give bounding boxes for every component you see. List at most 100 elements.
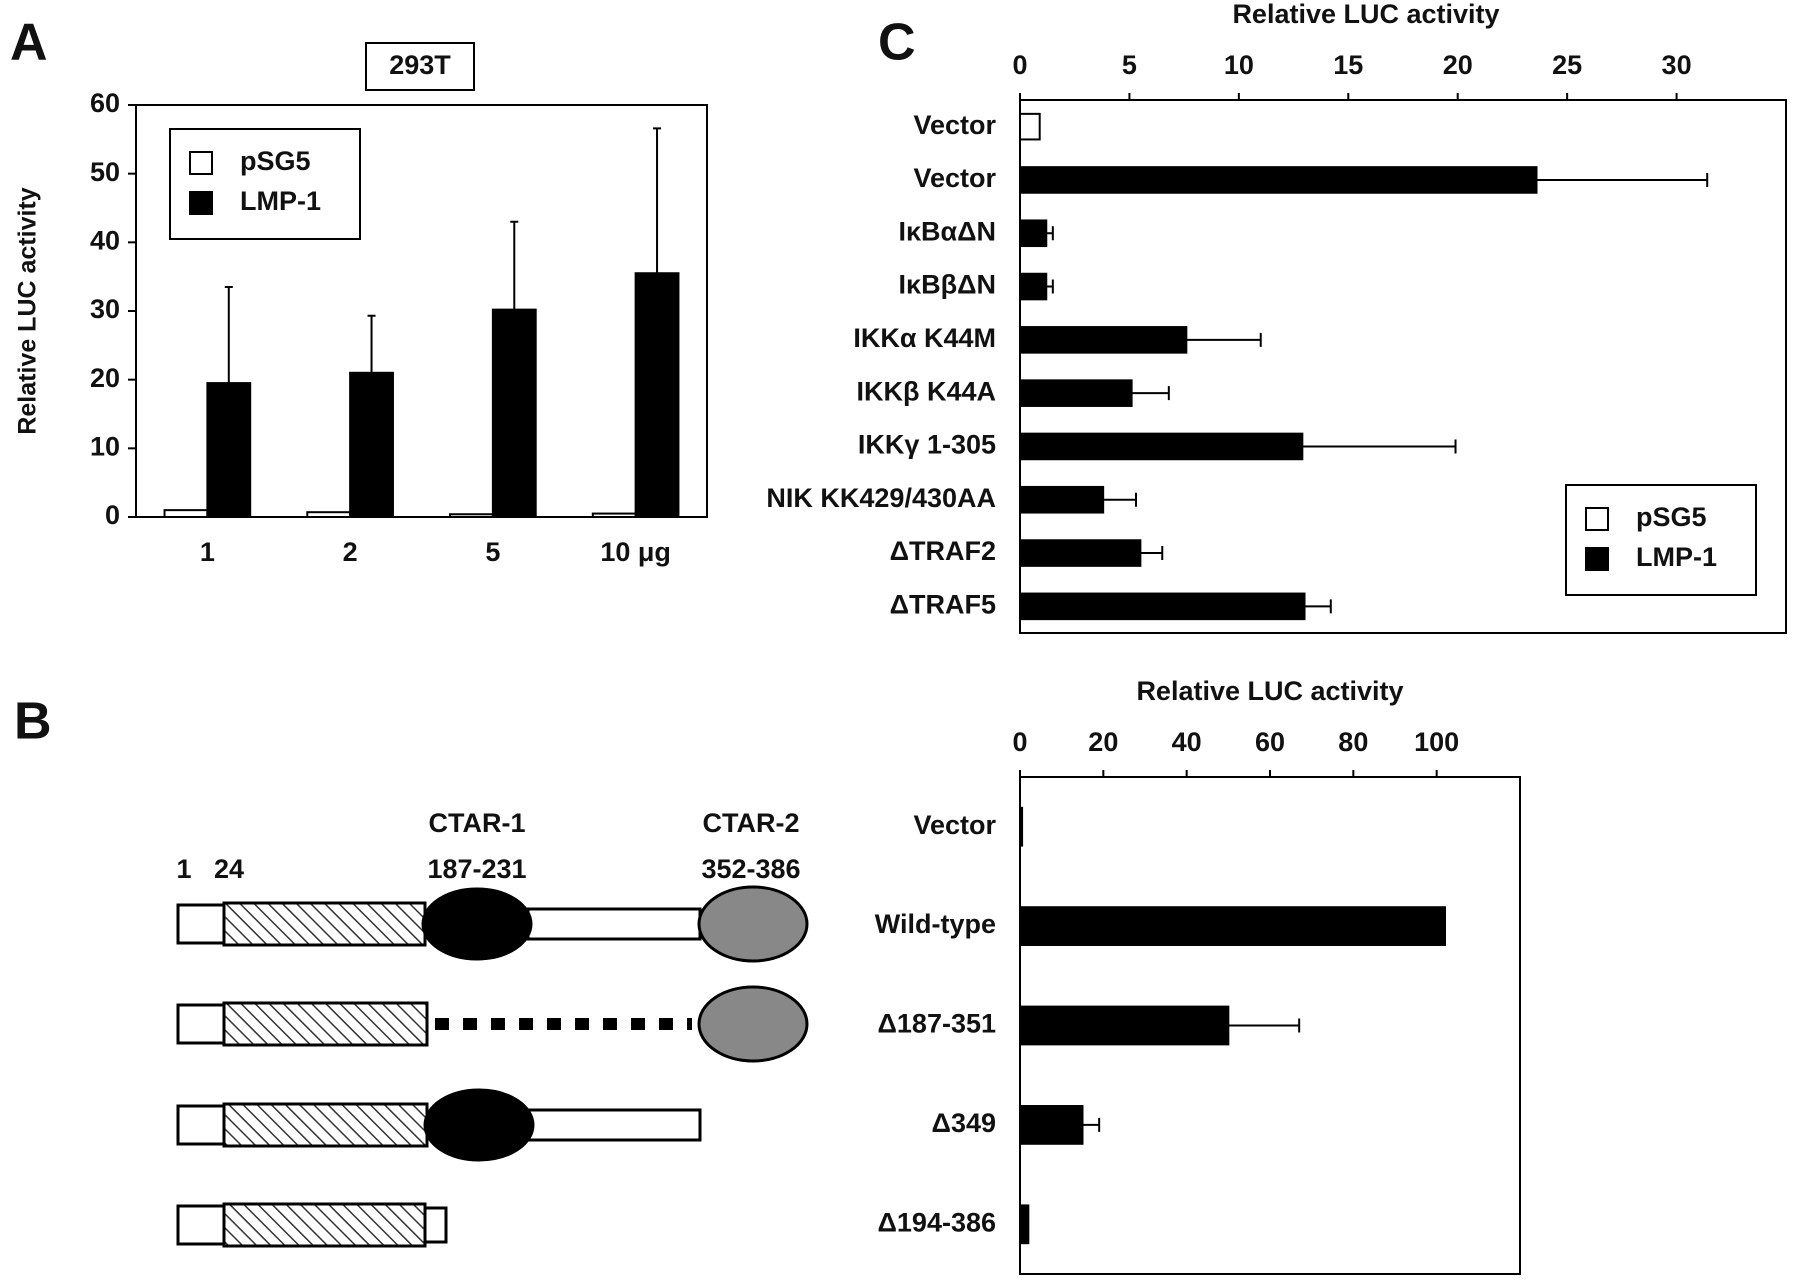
x-tick-label: 15: [1333, 50, 1363, 80]
bar: [1019, 1005, 1230, 1046]
y-tick-label: ΔTRAF2: [890, 536, 996, 566]
legend-swatch: [1585, 507, 1609, 531]
error-bar: [1140, 546, 1164, 561]
y-tick-label: 30: [90, 294, 120, 324]
y-tick-label: IκBαΔN: [898, 216, 996, 246]
y-tick-label: 20: [90, 363, 120, 393]
panel-label: B: [14, 693, 52, 751]
domain: [176, 903, 226, 945]
bar: [1019, 326, 1188, 354]
y-tick-label: Vector: [913, 163, 996, 193]
panel-label: C: [878, 14, 916, 72]
error-bar: [1131, 386, 1170, 401]
domain: [222, 1202, 427, 1248]
error-bar: [1046, 226, 1054, 241]
bar: [634, 272, 680, 518]
error-bar: [224, 285, 233, 384]
x-tick-label: 20: [1088, 727, 1118, 757]
error-bar: [1082, 1117, 1101, 1132]
bar: [1019, 166, 1538, 194]
bar: [1019, 112, 1041, 141]
error-bar: [510, 220, 519, 310]
error-bar: [1304, 599, 1332, 614]
bar: [1019, 806, 1024, 847]
y-tick-label: NIK KK429/430AA: [766, 483, 996, 513]
bar: [1019, 379, 1133, 407]
bar: [1019, 219, 1048, 248]
x-axis-label: Relative LUC activity: [1136, 676, 1403, 706]
legend-swatch: [189, 151, 213, 175]
y-tick-label: 40: [90, 225, 120, 255]
domain: [222, 901, 427, 947]
bar: [206, 382, 252, 518]
bar: [306, 511, 352, 519]
legend-swatch: [1585, 547, 1609, 571]
y-tick-label: Δ349: [932, 1108, 996, 1138]
bar: [591, 512, 637, 518]
bar: [1019, 432, 1304, 461]
domain: [526, 907, 702, 941]
error-bar: [653, 127, 662, 274]
x-tick-label: 0: [1012, 727, 1027, 757]
x-tick-label: 20: [1443, 50, 1473, 80]
construct-diagram: 1 24 CTAR-1 187-231 CTAR-2 352-386: [176, 808, 809, 1248]
y-tick-label: Vector: [913, 810, 996, 840]
y-tick-label: Wild-type: [875, 909, 996, 939]
legend-label: pSG5: [240, 146, 311, 176]
diagram-label: CTAR-1: [429, 808, 526, 838]
panel-label: A: [10, 14, 48, 72]
y-tick-label: Vector: [913, 110, 996, 140]
bar: [1019, 485, 1105, 514]
ctar2: [697, 885, 809, 963]
domain: [176, 1003, 226, 1045]
error-bar: [1046, 279, 1054, 294]
domain: [222, 1001, 429, 1047]
legend-swatch: [189, 191, 213, 215]
plot-frame: [1019, 99, 1787, 634]
title-box: [365, 42, 475, 91]
x-tick-label: 40: [1172, 727, 1202, 757]
x-tick-label: 60: [1255, 727, 1285, 757]
legend-box: [1565, 484, 1757, 596]
bar: [449, 513, 494, 519]
x-tick-label: 25: [1552, 50, 1582, 80]
diagram-label: 187-231: [427, 854, 526, 884]
error-bar: [1186, 332, 1262, 347]
y-tick-label: Δ187-351: [878, 1009, 997, 1039]
y-tick-label: IKKβ K44A: [856, 376, 996, 406]
domain: [222, 1102, 429, 1148]
x-tick-label: 30: [1662, 50, 1692, 80]
bar: [1019, 539, 1142, 567]
domain: [423, 1206, 448, 1244]
ctar1: [423, 1088, 535, 1162]
chart-title: 293T: [389, 50, 451, 80]
bar: [349, 371, 394, 518]
y-tick-label: 0: [105, 500, 120, 530]
error-bar: [1302, 439, 1457, 454]
y-tick-label: Δ194-386: [878, 1207, 997, 1237]
domain: [526, 1108, 702, 1142]
error-bar: [1103, 492, 1137, 507]
diagram-label: 352-386: [701, 854, 800, 884]
domain: [176, 1204, 226, 1246]
ctar1: [421, 887, 533, 961]
y-axis-label: Relative LUC activity: [14, 187, 42, 434]
bar: [1019, 1105, 1084, 1145]
y-tick-label: 50: [90, 157, 120, 187]
diagram-label: 1: [176, 854, 191, 884]
bar: [1019, 1204, 1030, 1245]
x-tick-label: 1: [200, 537, 215, 567]
y-tick-label: ΔTRAF5: [890, 589, 996, 619]
ctar2: [697, 985, 809, 1063]
legend-box: [169, 128, 361, 240]
y-tick-label: 60: [90, 88, 120, 118]
y-tick-label: IKKγ 1-305: [858, 430, 996, 460]
x-tick-label: 2: [343, 537, 358, 567]
x-tick-label: 10: [1224, 50, 1254, 80]
diagram-label: CTAR-2: [703, 808, 800, 838]
y-tick-label: IκBβΔN: [899, 270, 996, 300]
x-tick-label: 10 μg: [600, 537, 671, 567]
bar: [1019, 906, 1446, 946]
legend-label: LMP-1: [1636, 542, 1717, 572]
error-bar: [1228, 1018, 1301, 1033]
